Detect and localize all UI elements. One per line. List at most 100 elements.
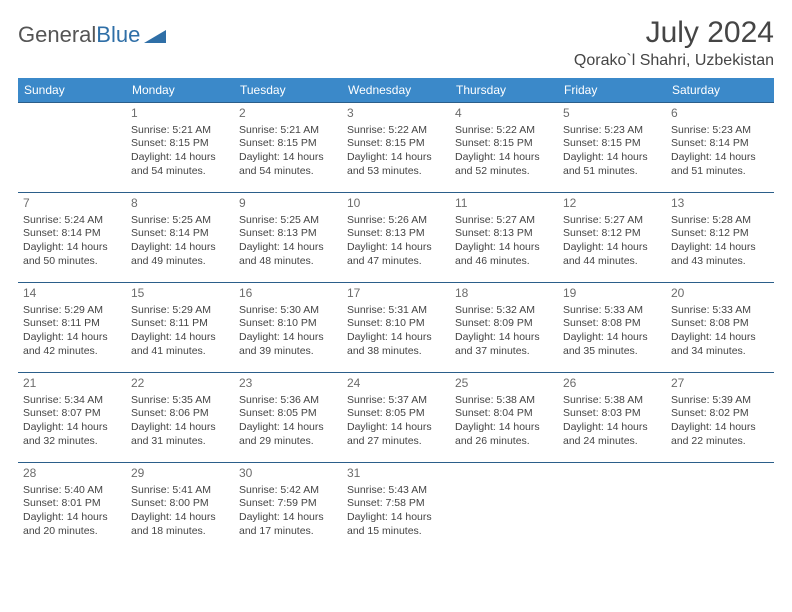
week-row: 1Sunrise: 5:21 AMSunset: 8:15 PMDaylight… [18,103,774,193]
day-cell: 4Sunrise: 5:22 AMSunset: 8:15 PMDaylight… [450,103,558,193]
day-cell: 19Sunrise: 5:33 AMSunset: 8:08 PMDayligh… [558,283,666,373]
day-cell: 17Sunrise: 5:31 AMSunset: 8:10 PMDayligh… [342,283,450,373]
day-cell: 29Sunrise: 5:41 AMSunset: 8:00 PMDayligh… [126,463,234,553]
sunrise-line: Sunrise: 5:33 AM [563,304,661,318]
day-cell: 8Sunrise: 5:25 AMSunset: 8:14 PMDaylight… [126,193,234,283]
sunrise-line: Sunrise: 5:36 AM [239,394,337,408]
sunset-line: Sunset: 8:13 PM [239,227,337,241]
sunset-line: Sunset: 8:10 PM [347,317,445,331]
day-cell [18,103,126,193]
daylight-line: Daylight: 14 hours and 42 minutes. [23,331,121,358]
sunset-line: Sunset: 8:15 PM [455,137,553,151]
day-number: 2 [239,106,337,122]
daylight-line: Daylight: 14 hours and 39 minutes. [239,331,337,358]
day-number: 14 [23,286,121,302]
day-header: Wednesday [342,78,450,103]
daylight-line: Daylight: 14 hours and 49 minutes. [131,241,229,268]
sunrise-line: Sunrise: 5:22 AM [455,124,553,138]
sunset-line: Sunset: 8:15 PM [347,137,445,151]
day-number: 27 [671,376,769,392]
sunrise-line: Sunrise: 5:23 AM [671,124,769,138]
sunrise-line: Sunrise: 5:23 AM [563,124,661,138]
day-number: 26 [563,376,661,392]
daylight-line: Daylight: 14 hours and 18 minutes. [131,511,229,538]
daylight-line: Daylight: 14 hours and 54 minutes. [131,151,229,178]
sunset-line: Sunset: 8:08 PM [671,317,769,331]
sunset-line: Sunset: 8:14 PM [671,137,769,151]
day-cell: 25Sunrise: 5:38 AMSunset: 8:04 PMDayligh… [450,373,558,463]
daylight-line: Daylight: 14 hours and 54 minutes. [239,151,337,178]
daylight-line: Daylight: 14 hours and 17 minutes. [239,511,337,538]
daylight-line: Daylight: 14 hours and 47 minutes. [347,241,445,268]
day-header: Saturday [666,78,774,103]
sunset-line: Sunset: 8:06 PM [131,407,229,421]
sunset-line: Sunset: 8:14 PM [131,227,229,241]
day-number: 19 [563,286,661,302]
sunrise-line: Sunrise: 5:25 AM [131,214,229,228]
sunrise-line: Sunrise: 5:25 AM [239,214,337,228]
brand-part2: Blue [96,22,140,48]
brand-triangle-icon [144,27,166,43]
sunset-line: Sunset: 8:04 PM [455,407,553,421]
sunset-line: Sunset: 8:08 PM [563,317,661,331]
sunset-line: Sunset: 8:15 PM [131,137,229,151]
sunset-line: Sunset: 8:15 PM [239,137,337,151]
day-number: 17 [347,286,445,302]
brand-logo: General Blue [18,16,166,48]
day-number: 3 [347,106,445,122]
sunrise-line: Sunrise: 5:21 AM [131,124,229,138]
sunset-line: Sunset: 8:03 PM [563,407,661,421]
week-row: 14Sunrise: 5:29 AMSunset: 8:11 PMDayligh… [18,283,774,373]
day-number: 9 [239,196,337,212]
day-cell: 11Sunrise: 5:27 AMSunset: 8:13 PMDayligh… [450,193,558,283]
sunrise-line: Sunrise: 5:22 AM [347,124,445,138]
sunrise-line: Sunrise: 5:32 AM [455,304,553,318]
day-number: 23 [239,376,337,392]
calendar-body: 1Sunrise: 5:21 AMSunset: 8:15 PMDaylight… [18,103,774,553]
daylight-line: Daylight: 14 hours and 52 minutes. [455,151,553,178]
sunset-line: Sunset: 8:07 PM [23,407,121,421]
day-cell: 23Sunrise: 5:36 AMSunset: 8:05 PMDayligh… [234,373,342,463]
sunrise-line: Sunrise: 5:35 AM [131,394,229,408]
day-cell [450,463,558,553]
week-row: 7Sunrise: 5:24 AMSunset: 8:14 PMDaylight… [18,193,774,283]
day-number: 18 [455,286,553,302]
day-cell: 18Sunrise: 5:32 AMSunset: 8:09 PMDayligh… [450,283,558,373]
day-number: 30 [239,466,337,482]
day-number: 22 [131,376,229,392]
sunset-line: Sunset: 8:13 PM [455,227,553,241]
daylight-line: Daylight: 14 hours and 46 minutes. [455,241,553,268]
daylight-line: Daylight: 14 hours and 27 minutes. [347,421,445,448]
daylight-line: Daylight: 14 hours and 26 minutes. [455,421,553,448]
sunset-line: Sunset: 8:11 PM [23,317,121,331]
day-cell: 21Sunrise: 5:34 AMSunset: 8:07 PMDayligh… [18,373,126,463]
daylight-line: Daylight: 14 hours and 32 minutes. [23,421,121,448]
sunset-line: Sunset: 8:05 PM [239,407,337,421]
day-cell: 27Sunrise: 5:39 AMSunset: 8:02 PMDayligh… [666,373,774,463]
sunrise-line: Sunrise: 5:37 AM [347,394,445,408]
day-cell: 14 Sunrise: 5:29 AMSunset: 8:11 PMDayligh… [18,283,126,373]
daylight-line: Daylight: 14 hours and 50 minutes. [23,241,121,268]
sunrise-line: Sunrise: 5:43 AM [347,484,445,498]
sunrise-line: Sunrise: 5:29 AM [23,304,121,318]
day-cell: 10Sunrise: 5:26 AMSunset: 8:13 PMDayligh… [342,193,450,283]
day-cell [666,463,774,553]
day-header: Tuesday [234,78,342,103]
sunset-line: Sunset: 8:10 PM [239,317,337,331]
day-cell: 30 Sunrise: 5:42 AMSunset: 7:59 PMDayligh… [234,463,342,553]
daylight-line: Daylight: 14 hours and 38 minutes. [347,331,445,358]
brand-part1: General [18,22,96,48]
daylight-line: Daylight: 14 hours and 44 minutes. [563,241,661,268]
sunrise-line: Sunrise: 5:27 AM [455,214,553,228]
sunset-line: Sunset: 7:59 PM [239,497,337,511]
daylight-line: Daylight: 14 hours and 43 minutes. [671,241,769,268]
day-cell: 9Sunrise: 5:25 AMSunset: 8:13 PMDaylight… [234,193,342,283]
sunset-line: Sunset: 8:12 PM [563,227,661,241]
sunrise-line: Sunrise: 5:42 AM [239,484,337,498]
day-header: Sunday [18,78,126,103]
sunrise-line: Sunrise: 5:24 AM [23,214,121,228]
daylight-line: Daylight: 14 hours and 31 minutes. [131,421,229,448]
sunrise-line: Sunrise: 5:33 AM [671,304,769,318]
month-title: July 2024 [574,16,774,50]
day-cell: 24Sunrise: 5:37 AMSunset: 8:05 PMDayligh… [342,373,450,463]
